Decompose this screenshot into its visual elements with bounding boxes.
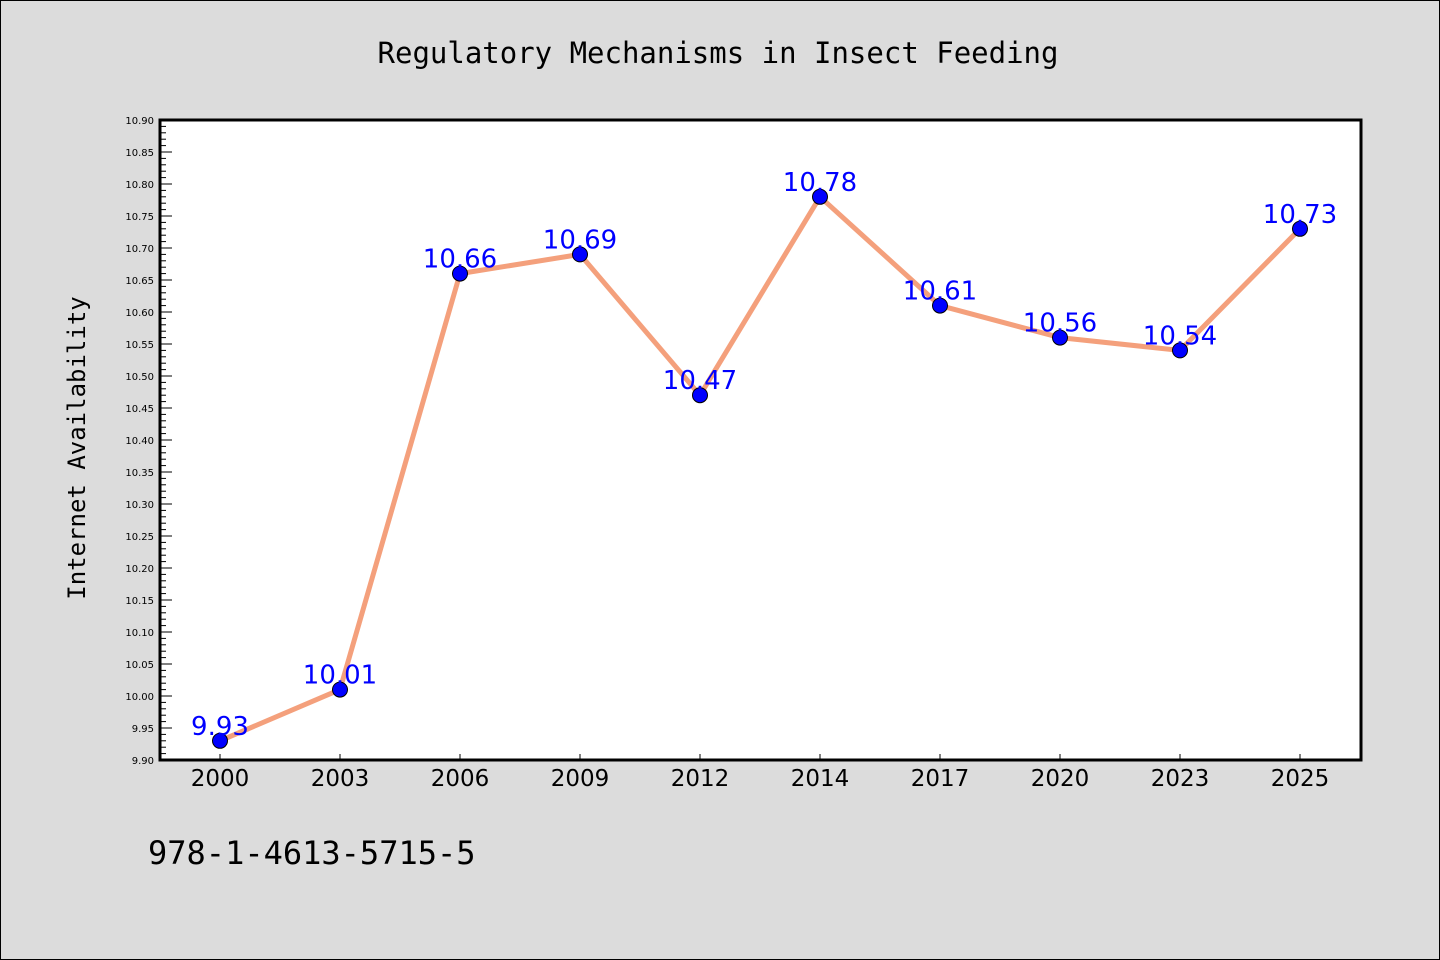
data-label: 10.69 xyxy=(543,225,617,255)
data-label: 10.61 xyxy=(903,277,977,307)
data-point xyxy=(1172,342,1188,359)
data-point xyxy=(812,188,828,205)
x-tick-label: 2006 xyxy=(431,766,490,792)
series-line xyxy=(217,194,1303,744)
x-tick-label: 2009 xyxy=(551,766,610,792)
data-point xyxy=(1052,329,1068,346)
y-tick-label: 10.35 xyxy=(125,468,154,479)
data-point xyxy=(572,246,588,263)
chart-title: Regulatory Mechanisms in Insect Feeding xyxy=(378,36,1059,70)
x-tick-label: 2014 xyxy=(791,766,850,792)
y-tick-label: 10.70 xyxy=(125,244,154,255)
x-tick-label: 2003 xyxy=(311,766,370,792)
data-label: 10.56 xyxy=(1023,309,1097,339)
data-label: 10.01 xyxy=(303,661,377,691)
y-tick-label: 10.55 xyxy=(125,340,154,351)
x-tick-label: 2023 xyxy=(1151,766,1210,792)
y-tick-label: 9.95 xyxy=(132,724,154,735)
isbn-text: 978-1-4613-5715-5 xyxy=(148,834,476,872)
y-tick-label: 10.45 xyxy=(125,404,154,415)
y-tick-label: 10.80 xyxy=(125,180,154,191)
data-label: 10.73 xyxy=(1263,200,1337,230)
y-tick-label: 10.30 xyxy=(125,500,154,511)
data-point xyxy=(932,297,948,314)
x-tick-label: 2012 xyxy=(671,766,730,792)
y-tick-label: 10.05 xyxy=(125,660,154,671)
y-tick-label: 10.85 xyxy=(125,148,154,159)
y-tick-label: 10.00 xyxy=(125,692,154,703)
data-point xyxy=(332,681,348,698)
y-tick-label: 10.25 xyxy=(125,532,154,543)
data-label: 10.47 xyxy=(663,366,737,396)
x-tick-label: 2025 xyxy=(1271,766,1330,792)
data-label: 9.93 xyxy=(191,712,249,742)
y-tick-label: 10.10 xyxy=(125,628,154,639)
data-label: 10.78 xyxy=(783,168,857,198)
data-point xyxy=(212,732,228,749)
data-label: 10.66 xyxy=(423,245,497,275)
y-tick-label: 10.75 xyxy=(125,212,154,223)
y-tick-label: 10.40 xyxy=(125,436,154,447)
y-tick-label: 10.20 xyxy=(125,564,154,575)
y-tick-label: 10.15 xyxy=(125,596,154,607)
data-point xyxy=(1292,220,1308,237)
plot-area xyxy=(158,118,1363,762)
data-point xyxy=(692,387,708,404)
data-series: 9.93 10.01 10.66 10.69 10.47 10.78 10.61 10.56 1… xyxy=(191,168,1337,749)
x-tick-label: 2020 xyxy=(1031,766,1090,792)
y-axis-ticks: 9.90 9.95 10.00 10.05 10.10 10.15 10.20 10.25 10… xyxy=(125,116,172,767)
data-label: 10.54 xyxy=(1143,321,1217,351)
y-tick-label: 10.60 xyxy=(125,308,154,319)
y-tick-label: 9.90 xyxy=(132,756,154,767)
x-tick-label: 2000 xyxy=(191,766,250,792)
y-tick-label: 10.50 xyxy=(125,372,154,383)
x-axis-ticks: 2000 2003 2006 2009 2012 2014 2017 2020 2023 2025 xyxy=(191,754,1330,792)
data-point xyxy=(452,265,468,282)
x-tick-label: 2017 xyxy=(911,766,970,792)
y-axis-label: Internet Availability xyxy=(63,296,91,599)
y-tick-label: 10.65 xyxy=(125,276,154,287)
y-tick-label: 10.90 xyxy=(125,116,154,127)
